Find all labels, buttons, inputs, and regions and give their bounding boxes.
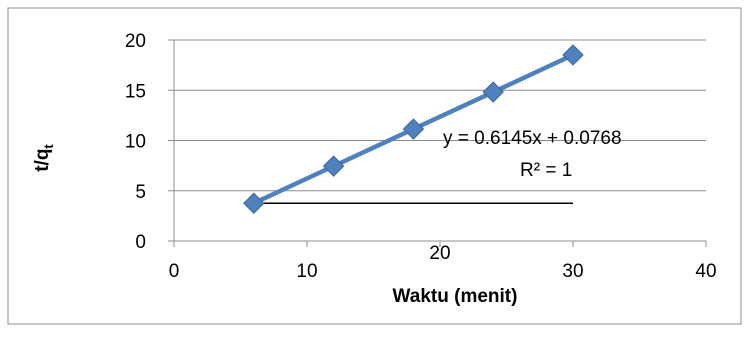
y-tick-label-20: 20 xyxy=(125,31,146,52)
y-axis-label-main: t/q xyxy=(32,149,53,172)
data-point-1 xyxy=(322,155,345,177)
y-tick-label-10: 10 xyxy=(125,132,146,153)
trendline-r-squared: R² = 1 xyxy=(520,160,572,181)
x-tick-label-20: 20 xyxy=(429,243,450,264)
data-point-4 xyxy=(562,44,584,66)
x-tick-label-40: 40 xyxy=(695,261,716,282)
data-point-2 xyxy=(402,118,425,140)
y-tick-label-15: 15 xyxy=(125,81,146,102)
x-tick-label-10: 10 xyxy=(296,261,317,282)
y-tick-label-5: 5 xyxy=(135,182,146,203)
y-axis-label-sub: t xyxy=(41,144,56,149)
gridlines xyxy=(174,39,706,192)
x-tick-labels: 0 10 20 30 40 xyxy=(169,243,717,282)
y-axis-label: t/qt xyxy=(32,144,56,172)
x-tick-label-30: 30 xyxy=(562,261,583,282)
y-tick-label-0: 0 xyxy=(135,232,146,253)
x-tick-label-0: 0 xyxy=(169,261,180,282)
axes xyxy=(168,39,707,247)
trendline-equation: y = 0.6145x + 0.0768 xyxy=(443,128,622,149)
data-point-3 xyxy=(482,81,504,103)
x-axis-label: Waktu (menit) xyxy=(393,286,518,307)
y-tick-labels: 0 5 10 15 20 xyxy=(125,31,146,253)
series-group xyxy=(243,44,584,214)
data-point-0 xyxy=(243,192,265,214)
chart-border xyxy=(7,7,742,325)
